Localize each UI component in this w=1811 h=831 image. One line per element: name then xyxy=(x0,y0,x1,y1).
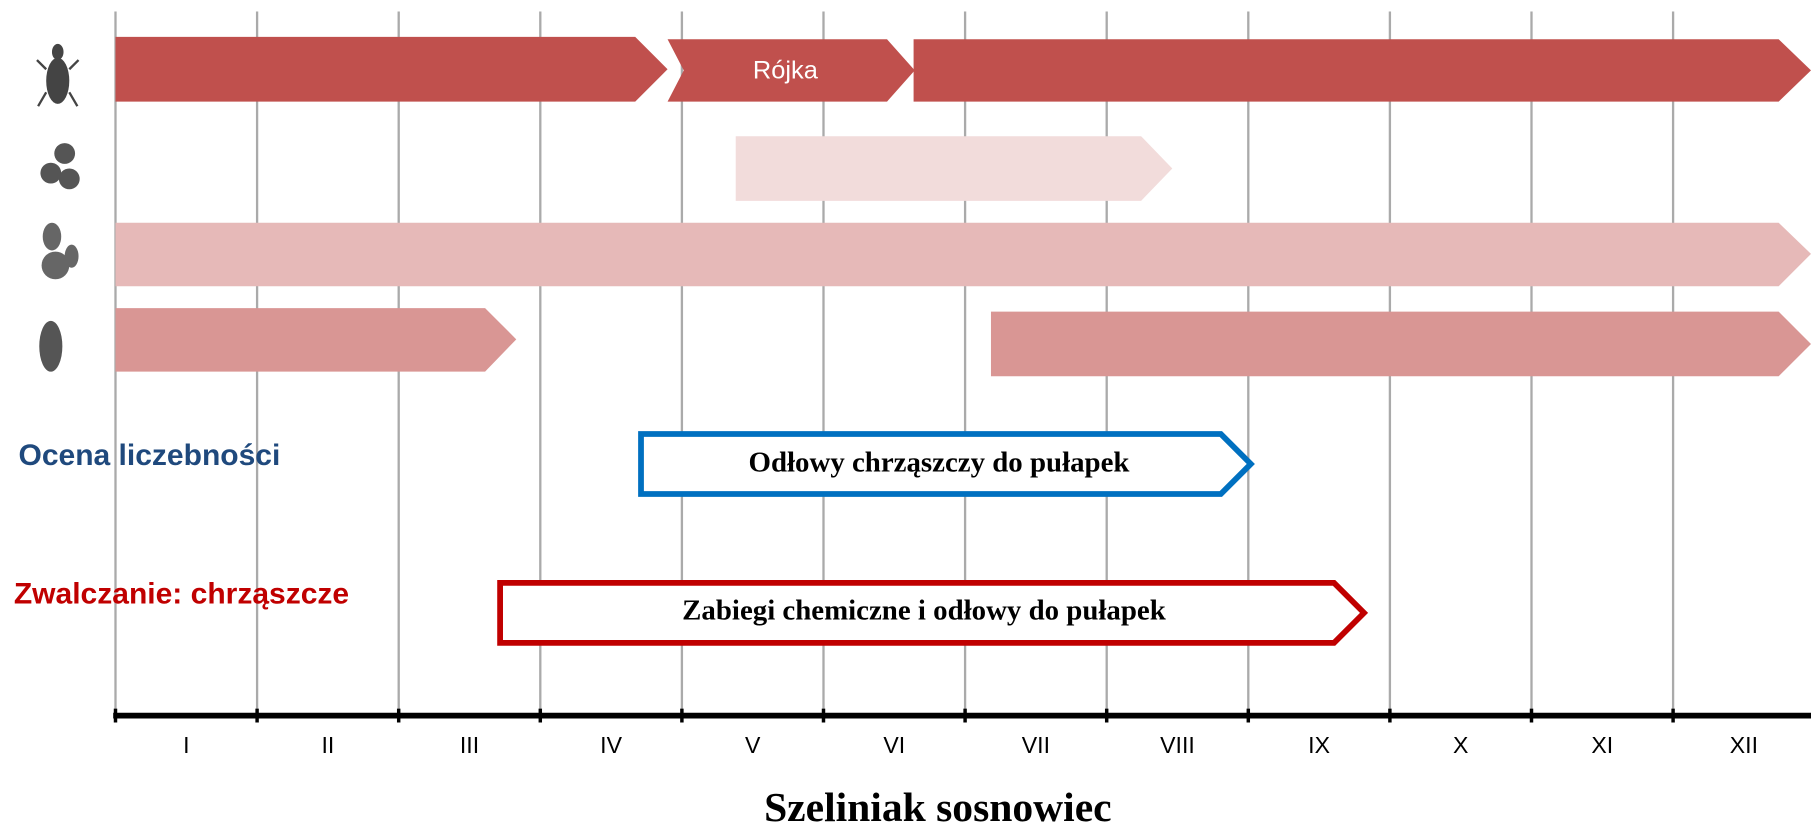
adult-arrow xyxy=(913,39,1811,102)
swarming-label: Rójka xyxy=(753,56,819,84)
egg-arrow xyxy=(735,136,1173,201)
pupa-arrow xyxy=(990,311,1811,377)
section-label: Ocena liczebności xyxy=(18,439,280,472)
section-action: Zabiegi chemiczne i odłowy do pułapek xyxy=(682,594,1167,626)
month-label: IX xyxy=(1308,732,1330,758)
larva-arrow xyxy=(115,222,1811,287)
month-label: VI xyxy=(883,732,905,758)
month-label: XII xyxy=(1730,732,1758,758)
beetle-icon xyxy=(36,43,80,107)
monitoring-arrow xyxy=(638,431,1255,497)
month-label: XI xyxy=(1591,732,1613,758)
section-action: Odłowy chrząszczy do pułapek xyxy=(749,447,1131,479)
pupa-icon xyxy=(39,320,63,372)
section-label: Zwalczanie: chrząszcze xyxy=(14,577,349,610)
eggs-icon xyxy=(40,143,80,190)
control-arrow xyxy=(497,579,1369,646)
month-label: I xyxy=(183,732,189,758)
month-label: VII xyxy=(1022,732,1050,758)
diagram-title: Szeliniak sosnowiec xyxy=(764,784,1112,830)
pupa-arrow xyxy=(115,308,517,372)
month-label: IV xyxy=(600,732,622,758)
larva-icon xyxy=(41,222,79,280)
month-label: II xyxy=(321,732,334,758)
month-label: VIII xyxy=(1160,732,1195,758)
adult-arrow xyxy=(115,36,668,102)
month-label: X xyxy=(1453,732,1468,758)
swarming-arrow xyxy=(667,39,915,102)
month-label: V xyxy=(745,732,761,758)
month-label: III xyxy=(460,732,479,758)
